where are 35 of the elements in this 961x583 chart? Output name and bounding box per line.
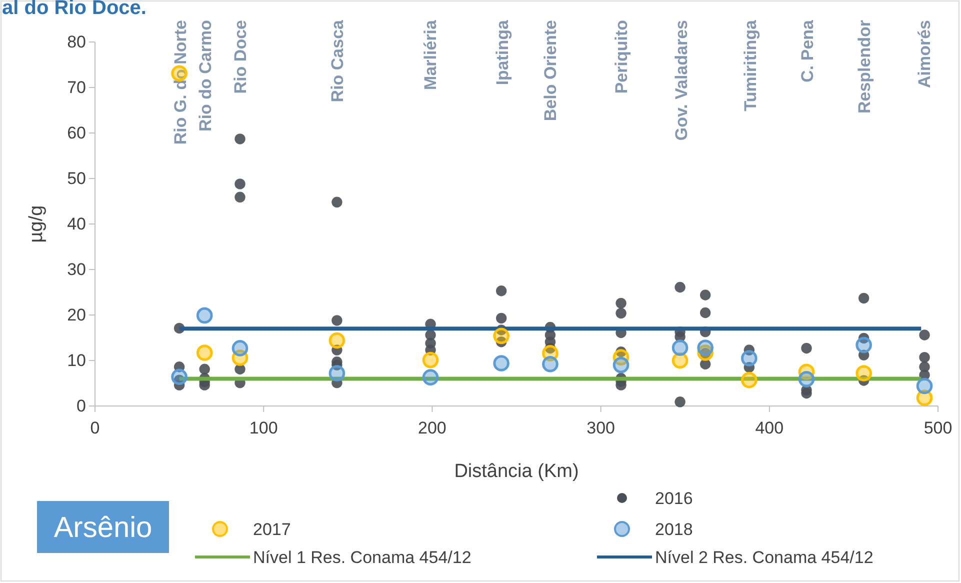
annotation: Tumiritinga — [741, 19, 760, 112]
y-tick-label: 70 — [67, 78, 86, 97]
y-tick-label: 40 — [67, 214, 86, 234]
legend-label: 2017 — [253, 520, 291, 539]
y-tick-label: 50 — [67, 168, 86, 188]
y-tick-label: 30 — [67, 260, 86, 279]
y-tick-label: 0 — [76, 396, 86, 416]
y-tick-label: 80 — [67, 32, 86, 52]
annotation: Rio do Carmo — [196, 20, 215, 132]
text: Arsênio — [54, 512, 152, 544]
annotation: Belo Oriente — [541, 20, 560, 122]
y-tick-label: 60 — [67, 123, 86, 142]
annotation: Aimorés — [915, 20, 934, 88]
y-tick-label: 10 — [67, 350, 86, 370]
y-axis-title: µg/g — [26, 205, 47, 243]
legend-label: Nível 2 Res. Conama 454/12 — [655, 548, 874, 567]
y-tick-label: 20 — [67, 305, 86, 324]
legend-label: 2018 — [655, 520, 693, 539]
x-tick-label: 400 — [755, 418, 784, 438]
legend-label: Nível 1 Res. Conama 454/12 — [253, 548, 472, 567]
x-tick-label: 300 — [586, 418, 615, 438]
x-tick-label: 500 — [924, 418, 952, 438]
annotation: Marliéria — [421, 19, 440, 90]
x-tick-label: 0 — [90, 418, 100, 438]
annotation: Ipatinga — [493, 19, 512, 86]
legend-label: 2016 — [655, 489, 693, 508]
x-tick-label: 100 — [249, 418, 278, 438]
annotation: Rio Casca — [328, 19, 347, 102]
annotation: Rio Doce — [231, 20, 250, 94]
annotation: Periquito — [612, 20, 631, 94]
x-axis-title: Distância (Km) — [454, 461, 579, 482]
annotation: C. Pena — [798, 19, 817, 82]
annotation: Gov. Valadares — [672, 20, 691, 141]
annotation: Resplendor — [855, 20, 874, 114]
x-tick-label: 200 — [418, 418, 446, 438]
